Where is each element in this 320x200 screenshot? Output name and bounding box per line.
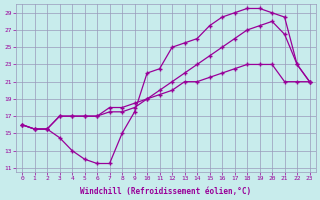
X-axis label: Windchill (Refroidissement éolien,°C): Windchill (Refroidissement éolien,°C) (80, 187, 252, 196)
